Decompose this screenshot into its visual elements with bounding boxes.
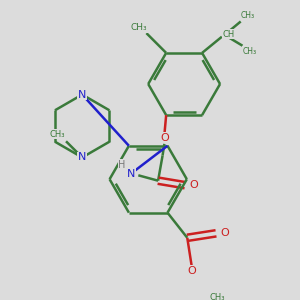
Text: CH₃: CH₃ bbox=[49, 130, 65, 139]
Text: O: O bbox=[220, 228, 230, 238]
Text: CH₃: CH₃ bbox=[241, 11, 255, 20]
Text: CH₃: CH₃ bbox=[209, 293, 225, 300]
Text: O: O bbox=[190, 180, 198, 190]
Text: CH₃: CH₃ bbox=[243, 46, 257, 56]
Text: O: O bbox=[188, 266, 196, 276]
Text: N: N bbox=[78, 90, 86, 100]
Text: N: N bbox=[78, 152, 86, 162]
Text: N: N bbox=[127, 169, 135, 178]
Text: H: H bbox=[118, 160, 126, 170]
Text: O: O bbox=[160, 133, 169, 142]
Text: CH₃: CH₃ bbox=[131, 23, 148, 32]
Text: CH: CH bbox=[222, 29, 234, 38]
